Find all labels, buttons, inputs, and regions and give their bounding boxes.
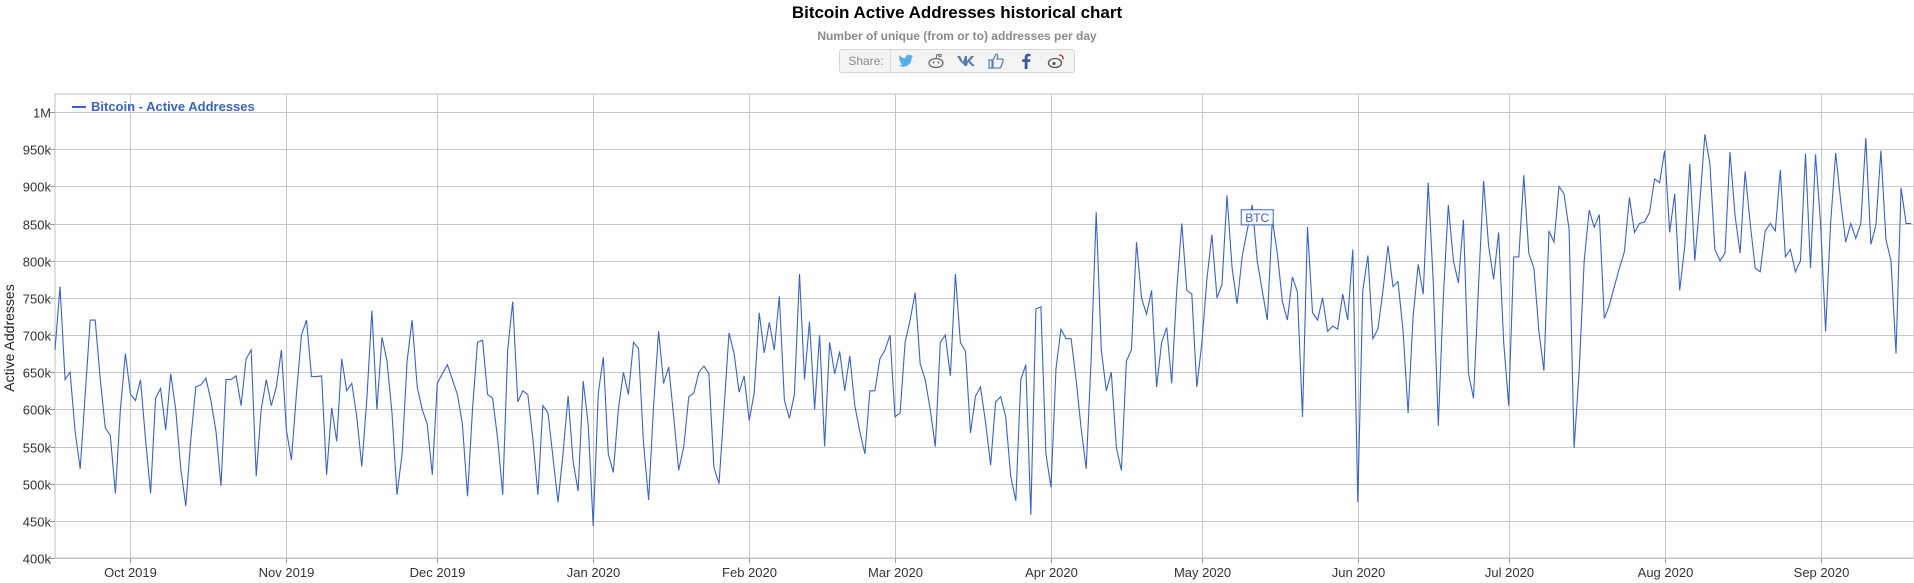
- y-tick-label: 800k: [23, 255, 52, 270]
- y-tick-label: 600k: [23, 403, 52, 418]
- y-tick-label: 750k: [23, 292, 52, 307]
- y-tick-label: 700k: [23, 329, 52, 344]
- series-line: [55, 134, 1911, 526]
- y-axis: 400k 450k 500k 550k 600k 650k 700k 750k 800k 850k…: [23, 106, 55, 567]
- x-tick-label: May 2020: [1174, 565, 1231, 580]
- x-tick-label: Nov 2019: [259, 565, 315, 580]
- x-tick-label: Jan 2020: [567, 565, 621, 580]
- x-tick-label: Dec 2019: [410, 565, 466, 580]
- y-tick-label: 1M: [33, 106, 51, 121]
- y-tick-label: 500k: [23, 478, 52, 493]
- x-tick-label: Aug 2020: [1638, 565, 1694, 580]
- x-tick-label: Oct 2019: [104, 565, 157, 580]
- y-tick-label: 850k: [23, 218, 52, 233]
- x-tick-label: Feb 2020: [722, 565, 777, 580]
- y-axis-label: Active Addresses: [1, 284, 17, 391]
- legend-label: Bitcoin - Active Addresses: [91, 99, 255, 114]
- annotation-label: BTC: [1245, 211, 1269, 225]
- x-tick-label: Sep 2020: [1794, 565, 1850, 580]
- legend[interactable]: Bitcoin - Active Addresses: [72, 99, 255, 114]
- x-tick-label: Apr 2020: [1025, 565, 1078, 580]
- annotation-group: BTC: [1241, 210, 1273, 225]
- x-tick-label: Jul 2020: [1485, 565, 1534, 580]
- y-tick-label: 450k: [23, 515, 52, 530]
- y-tick-label: 900k: [23, 180, 52, 195]
- plot-area: [55, 94, 1914, 558]
- y-tick-label: 650k: [23, 366, 52, 381]
- y-tick-label: 400k: [23, 552, 52, 567]
- x-tick-label: Jun 2020: [1332, 565, 1386, 580]
- y-tick-label: 950k: [23, 143, 52, 158]
- x-tick-label: Mar 2020: [868, 565, 923, 580]
- x-axis: Oct 2019 Nov 2019 Dec 2019 Jan 2020 Feb 2020…: [104, 558, 1849, 580]
- grid-lines: [55, 94, 1914, 559]
- y-tick-label: 550k: [23, 441, 52, 456]
